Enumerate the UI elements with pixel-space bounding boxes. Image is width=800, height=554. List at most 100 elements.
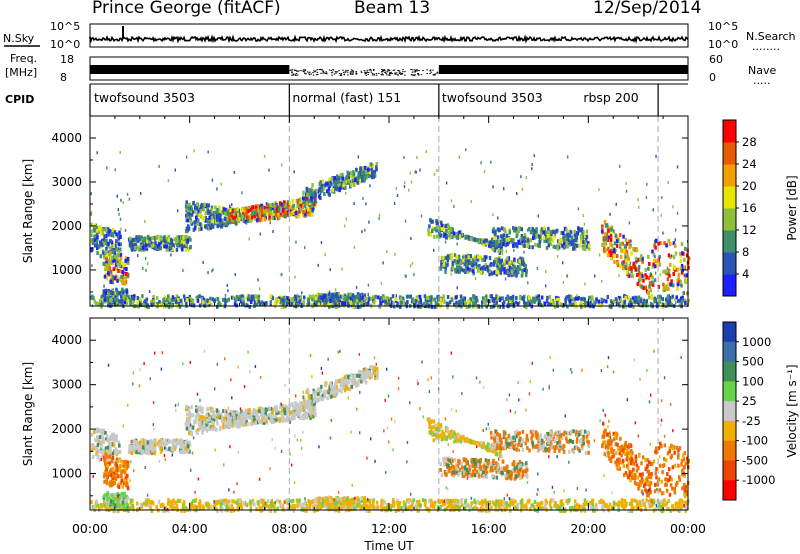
scatter-cell: [129, 298, 133, 303]
scatter-cell: [275, 405, 279, 410]
scatter-cell: [222, 297, 225, 302]
scatter-cell: [609, 253, 613, 258]
freq-dot: [335, 71, 337, 73]
scatter-point: [312, 209, 314, 213]
scatter-cell: [141, 294, 144, 299]
scatter-cell: [279, 204, 282, 209]
scatter-cell: [453, 302, 456, 307]
scatter-cell: [106, 445, 110, 450]
scatter-cell: [680, 283, 683, 288]
scatter-cell: [604, 248, 608, 253]
scatter-cell: [222, 421, 225, 426]
scatter-cell: [531, 236, 535, 241]
scatter-cell: [572, 302, 575, 307]
scatter-cell: [615, 239, 619, 244]
scatter-cell: [199, 204, 203, 209]
scatter-cell: [446, 258, 450, 263]
scatter-cell: [648, 261, 651, 266]
scatter-point: [364, 228, 366, 232]
scatter-cell: [323, 301, 326, 306]
scatter-cell: [538, 235, 541, 240]
scatter-cell: [316, 189, 320, 194]
scatter-cell: [235, 303, 238, 308]
scatter-cell: [652, 262, 655, 267]
scatter-cell: [431, 226, 435, 231]
scatter-cell: [101, 452, 104, 457]
scatter-cell: [654, 245, 657, 250]
scatter-point: [625, 181, 627, 185]
scatter-cell: [340, 176, 343, 181]
freq-dot: [291, 72, 293, 74]
scatter-cell: [498, 297, 502, 302]
scatter-cell: [290, 212, 293, 217]
scatter-cell: [183, 240, 186, 245]
nsearch-dots: ........: [752, 40, 780, 53]
scatter-cell: [497, 259, 501, 264]
scatter-cell: [102, 250, 105, 255]
scatter-point: [394, 252, 396, 256]
scatter-cell: [615, 254, 619, 259]
scatter-cell: [104, 272, 108, 277]
scatter-cell: [453, 233, 456, 238]
scatter-cell: [464, 234, 467, 239]
scatter-cell: [289, 411, 292, 416]
scatter-cell: [260, 412, 264, 417]
scatter-cell: [679, 298, 682, 303]
scatter-cell: [307, 302, 311, 307]
scatter-cell: [106, 242, 109, 247]
scatter-cell: [363, 293, 367, 298]
scatter-cell: [280, 305, 284, 310]
scatter-cell: [219, 425, 222, 430]
scatter-cell: [429, 300, 433, 305]
scatter-point: [420, 214, 423, 218]
scatter-cell: [186, 218, 189, 223]
scatter-cell: [605, 236, 608, 241]
scatter-cell: [501, 238, 504, 243]
scatter-cell: [477, 239, 481, 244]
scatter-point: [584, 282, 586, 286]
scatter-point: [453, 204, 455, 208]
scatter-cell: [123, 478, 127, 483]
scatter-cell: [520, 233, 524, 238]
scatter-cell: [198, 303, 202, 308]
scatter-point: [407, 188, 410, 192]
scatter-cell: [222, 209, 225, 214]
scatter-cell: [119, 234, 122, 239]
scatter-cell: [184, 301, 188, 306]
scatter-cell: [180, 240, 183, 245]
scatter-cell: [186, 212, 189, 217]
scatter-cell: [271, 412, 275, 417]
scatter-cell: [567, 294, 571, 299]
freq-dot: [381, 73, 384, 75]
cpid-segment-1: twofsound 3503: [94, 90, 195, 105]
scatter-cell: [116, 293, 119, 298]
scatter-cell: [419, 300, 423, 305]
scatter-cell: [465, 262, 468, 267]
scatter-point: [409, 264, 412, 268]
scatter-cell: [571, 297, 574, 302]
scatter-cell: [112, 256, 116, 261]
scatter-cell: [286, 205, 290, 210]
scatter-cell: [515, 273, 518, 278]
scatter-cell: [139, 246, 143, 251]
scatter-cell: [114, 468, 118, 473]
freq-dot: [331, 74, 333, 76]
scatter-cell: [217, 302, 220, 307]
scatter-cell: [445, 301, 449, 306]
scatter-cell: [175, 444, 178, 449]
scatter-cell: [229, 409, 232, 414]
freq-dot: [322, 72, 324, 74]
scatter-cell: [623, 299, 627, 304]
scatter-cell: [346, 180, 350, 185]
scatter-cell: [188, 294, 192, 299]
scatter-cell: [552, 229, 555, 234]
freq-dot: [426, 69, 428, 71]
scatter-cell: [189, 245, 192, 250]
scatter-cell: [254, 205, 258, 210]
scatter-cell: [624, 295, 627, 300]
scatter-cell: [302, 299, 305, 304]
scatter-cell: [316, 292, 320, 297]
scatter-cell: [630, 266, 633, 271]
scatter-cell: [241, 214, 244, 219]
scatter-cell: [428, 295, 432, 300]
